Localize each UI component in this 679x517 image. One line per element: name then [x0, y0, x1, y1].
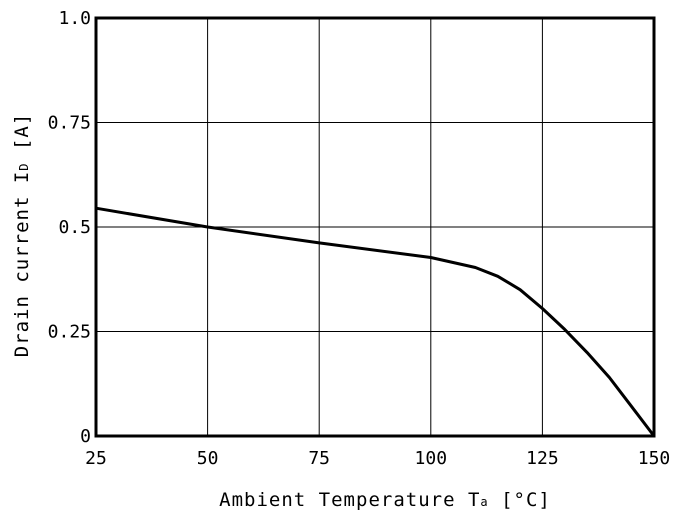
y-tick-label: 0 [80, 426, 91, 447]
y-tick-label: 0.5 [58, 217, 91, 238]
x-tick-label: 50 [197, 448, 219, 469]
y-tick-label: 1.0 [58, 8, 91, 29]
x-tick-label: 125 [526, 448, 559, 469]
series-group [95, 206, 656, 437]
x-axis-label-sub: a [480, 495, 488, 509]
x-tick-label: 100 [415, 448, 448, 469]
x-axis-label: Ambient Temperature Ta [°C] [219, 489, 551, 511]
x-axis-label-main: Ambient Temperature T [219, 489, 480, 511]
grid [96, 18, 654, 436]
x-tick-label: 75 [308, 448, 330, 469]
y-axis-label-main: Drain current I [11, 171, 33, 358]
y-tick-label: 0.75 [48, 113, 91, 134]
y-axis-label-sub: D [17, 162, 31, 170]
y-axis-label: Drain current ID [A] [11, 113, 33, 358]
plot-frame [94, 16, 656, 438]
series-line [95, 206, 656, 437]
x-axis-label-unit: [°C] [489, 489, 551, 511]
y-axis-label-unit: [A] [11, 113, 33, 163]
tick-labels: 25 50 75 100 125 150 0 0.25 0.5 0.75 1.0 [48, 8, 671, 469]
y-tick-label: 0.25 [48, 322, 91, 343]
x-tick-label: 150 [638, 448, 671, 469]
x-tick-label: 25 [85, 448, 107, 469]
